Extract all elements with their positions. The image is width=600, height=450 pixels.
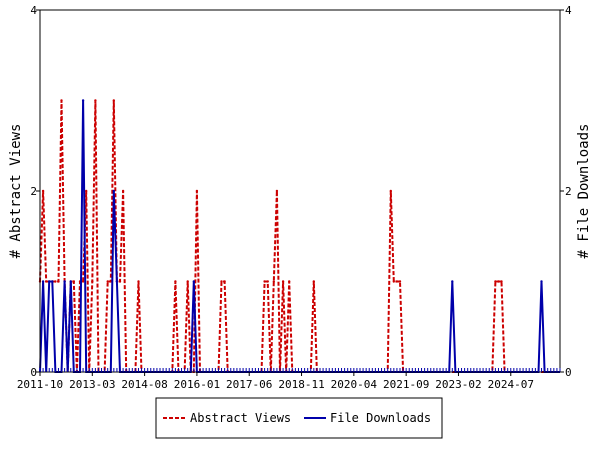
series-area: [38, 99, 560, 373]
data-point-abstract-views: [497, 280, 500, 283]
data-point-file-downloads: [115, 280, 119, 283]
right-y-tick-label: 2: [565, 185, 572, 198]
data-point-abstract-views: [81, 280, 85, 283]
data-point-abstract-views: [72, 280, 76, 283]
series-line-file-downloads: [39, 100, 560, 373]
x-tick-label: 2024-07: [488, 378, 534, 391]
x-tick-label: 2023-02: [435, 378, 481, 391]
data-point-abstract-views: [281, 280, 285, 283]
data-point-abstract-views: [94, 99, 97, 102]
left-y-tick-label: 0: [30, 366, 37, 379]
x-tick-label: 2011-10: [17, 378, 63, 391]
data-point-abstract-views: [223, 280, 226, 283]
x-tick-label: 2017-06: [226, 378, 272, 391]
left-y-tick-label: 2: [30, 185, 37, 198]
left-axis-label: # Abstract Views: [8, 124, 24, 259]
data-point-file-downloads: [41, 280, 45, 283]
left-y-tick-label: 4: [30, 4, 37, 17]
data-point-abstract-views: [60, 99, 63, 102]
data-point-abstract-views: [500, 280, 503, 283]
data-point-abstract-views: [275, 189, 279, 193]
data-point-abstract-views: [121, 189, 125, 193]
data-point-abstract-views: [263, 280, 266, 283]
legend-box: [155, 397, 443, 439]
data-point-abstract-views: [288, 280, 291, 283]
legend-label-abstract-views: Abstract Views: [190, 411, 291, 425]
data-point-abstract-views: [220, 280, 223, 283]
axes: 2011-10 2013-03 2014-08 2016-01 2017-06 2018-…: [17, 4, 572, 391]
data-point-abstract-views: [85, 189, 88, 193]
legend-label-file-downloads: File Downloads: [330, 411, 431, 425]
data-point-file-downloads: [63, 280, 66, 283]
data-point-abstract-views: [272, 280, 275, 283]
x-tick-label: 2016-01: [174, 378, 220, 391]
data-point-abstract-views: [137, 280, 140, 283]
data-point-abstract-views: [118, 280, 122, 283]
data-point-file-downloads: [451, 280, 454, 283]
data-point-file-downloads: [192, 280, 195, 283]
data-point-file-downloads: [51, 280, 54, 283]
data-point-abstract-views: [45, 280, 48, 283]
data-point-abstract-views: [195, 189, 199, 193]
data-point-file-downloads: [81, 99, 85, 102]
data-point-file-downloads: [69, 280, 73, 283]
data-point-abstract-views: [389, 189, 392, 193]
data-point-abstract-views: [398, 280, 402, 283]
data-point-file-downloads: [112, 189, 116, 193]
right-y-tick-label: 4: [565, 4, 572, 17]
data-point-abstract-views: [174, 280, 177, 283]
x-tick-label: 2013-03: [69, 378, 115, 391]
x-tick-label: 2020-04: [331, 378, 378, 391]
data-point-abstract-views: [266, 280, 269, 283]
data-point-abstract-views: [41, 189, 45, 193]
x-tick-label: 2014-08: [121, 378, 167, 391]
data-point-abstract-views: [106, 280, 109, 283]
legend: Abstract Views File Downloads: [155, 397, 443, 439]
data-point-abstract-views: [57, 280, 60, 283]
x-tick-label: 2021-09: [383, 378, 429, 391]
data-point-abstract-views: [392, 280, 395, 283]
data-point-abstract-views: [312, 280, 315, 283]
data-point-abstract-views: [54, 280, 57, 283]
data-point-abstract-views: [186, 280, 189, 283]
data-point-file-downloads: [48, 280, 51, 283]
right-axis-label: # File Downloads: [576, 124, 592, 259]
data-point-abstract-views: [494, 280, 497, 283]
data-point-abstract-views: [91, 280, 94, 283]
data-point-abstract-views: [112, 99, 116, 102]
data-point-abstract-views: [395, 280, 399, 283]
right-y-tick-label: 0: [565, 366, 572, 379]
data-point-file-downloads: [540, 280, 543, 283]
x-tick-label: 2018-11: [278, 378, 324, 391]
